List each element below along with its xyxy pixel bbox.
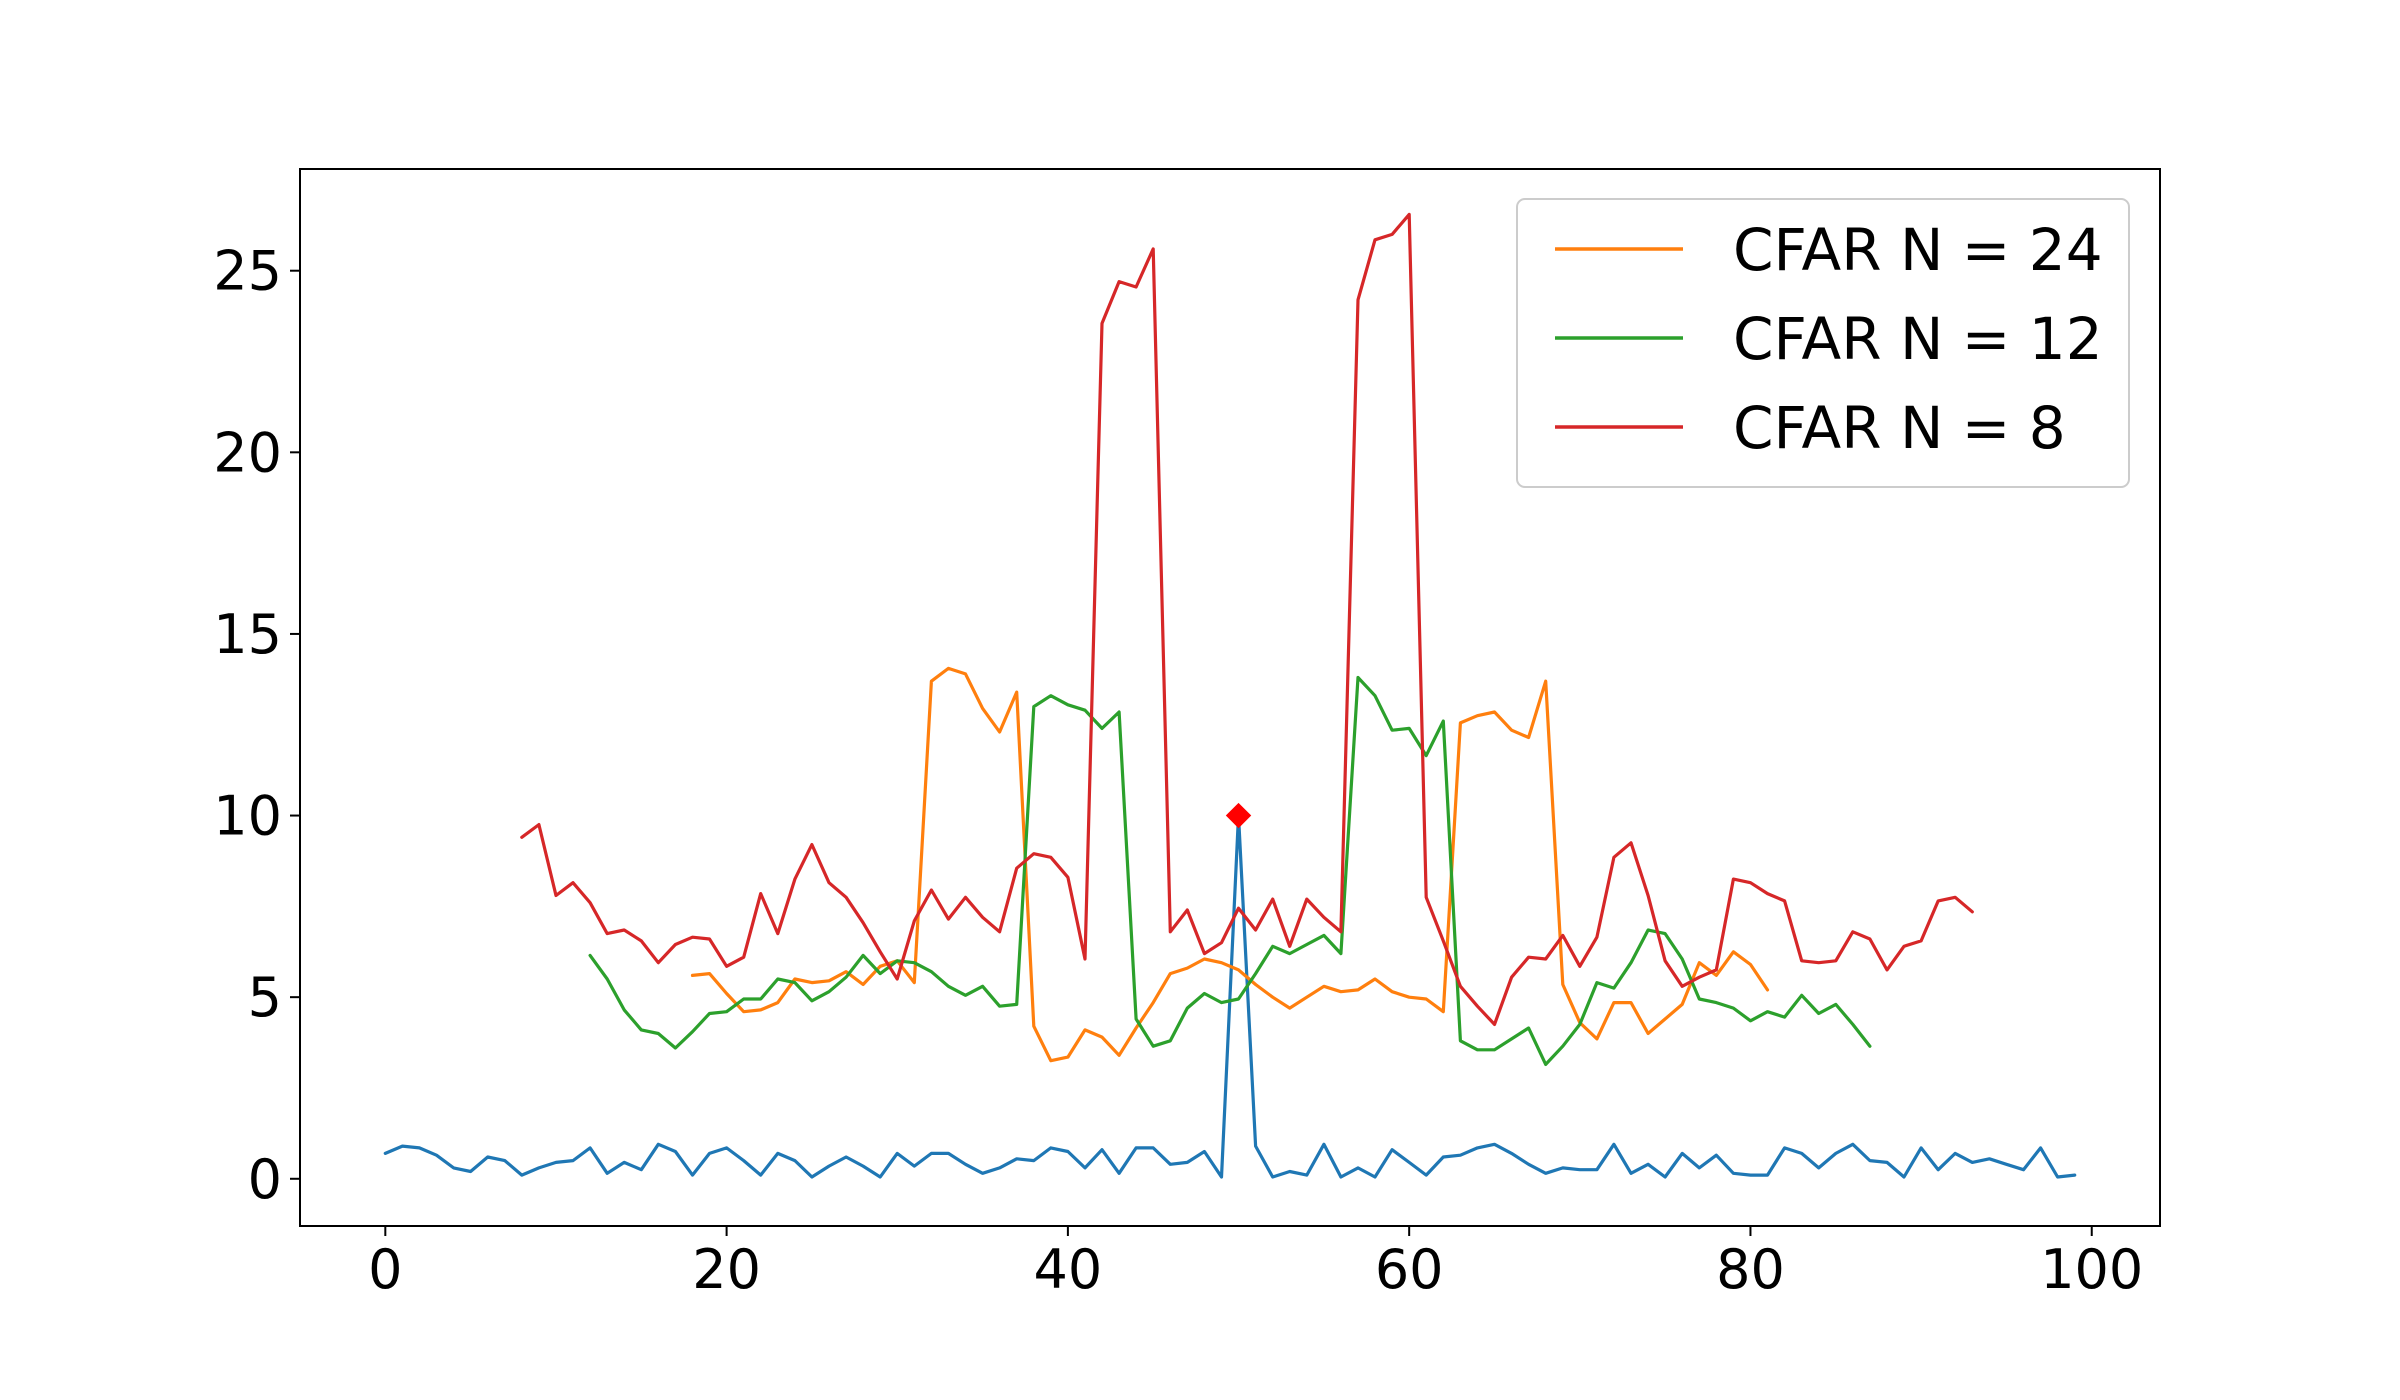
legend-label-3: CFAR N = 8	[1733, 394, 2066, 462]
x-tick-label: 60	[1375, 1238, 1444, 1301]
legend-label-2: CFAR N = 12	[1733, 305, 2103, 373]
x-tick-label: 100	[2040, 1238, 2143, 1301]
legend: CFAR N = 24 CFAR N = 12 CFAR N = 8	[1516, 198, 2130, 488]
y-tick-label: 15	[213, 603, 282, 666]
axes-frame	[299, 168, 2161, 1227]
plot-area	[383, 212, 2077, 1179]
peak-marker	[1225, 802, 1252, 829]
x-tick-label: 0	[368, 1238, 402, 1301]
x-tick-label: 20	[692, 1238, 761, 1301]
y-tick-label: 10	[213, 785, 282, 848]
x-tick-label: 40	[1034, 1238, 1103, 1301]
axis-ticks: 0 20 40 60 80 100 0 5 10 15 20 25	[213, 240, 2143, 1301]
y-tick-label: 5	[248, 966, 282, 1029]
y-tick-label: 25	[213, 240, 282, 303]
x-tick-label: 80	[1716, 1238, 1785, 1301]
signal-line	[383, 813, 2077, 1179]
series-line-3	[520, 212, 1974, 1027]
legend-label-1: CFAR N = 24	[1733, 216, 2103, 284]
series-line-1	[690, 666, 1770, 1063]
y-tick-label: 0	[248, 1148, 282, 1211]
legend-box	[1516, 198, 2130, 488]
y-tick-label: 20	[213, 421, 282, 484]
